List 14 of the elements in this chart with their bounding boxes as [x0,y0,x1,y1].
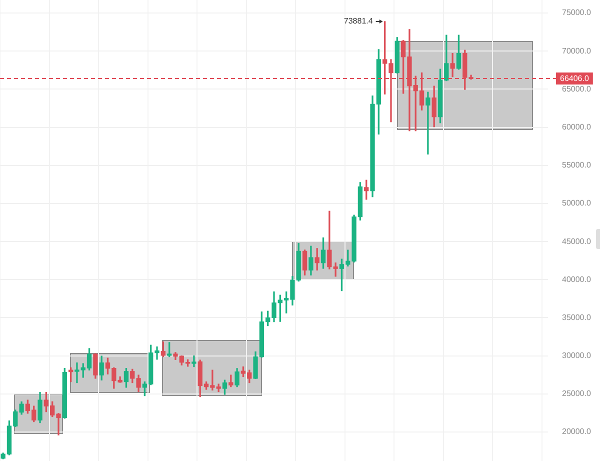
y-tick-label: 70000.0 [562,46,592,56]
y-tick-label: 40000.0 [562,274,592,284]
y-tick-label: 60000.0 [562,122,592,132]
y-tick-label: 50000.0 [562,198,592,208]
y-tick-label: 30000.0 [562,351,592,360]
y-tick-label: 65000.0 [562,84,592,94]
y-tick-label: 75000.0 [562,8,592,18]
y-tick-label: 25000.0 [562,389,592,398]
annotation: 73881.4 [344,16,374,26]
y-tick-label: 45000.0 [562,236,592,246]
y-tick-label: 35000.0 [562,312,592,322]
ref-line-label: 66406.0 [560,74,590,84]
y-tick-label: 55000.0 [562,160,592,170]
y-tick-label: 20000.0 [562,427,592,436]
